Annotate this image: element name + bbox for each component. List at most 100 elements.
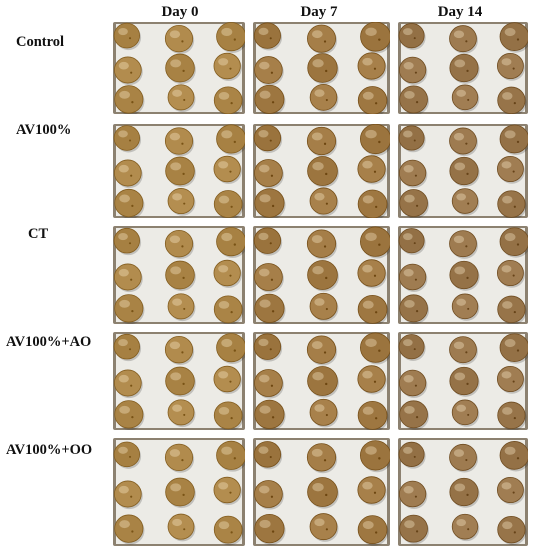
longan-fruit (254, 399, 286, 430)
longan-fruit (253, 227, 283, 256)
longan-fruit (113, 441, 142, 469)
photo-control-day-0 (113, 22, 245, 114)
longan-fruit (398, 441, 426, 469)
tray-photo (398, 124, 528, 218)
longan-fruit (216, 227, 245, 258)
longan-fruit (497, 515, 527, 546)
photo-ct-day-0 (113, 226, 245, 324)
longan-fruit (497, 190, 527, 218)
tray-photo (113, 438, 245, 546)
row-header-control: Control (16, 34, 65, 50)
longan-fruit (496, 476, 525, 505)
longan-fruit (499, 22, 528, 53)
longan-fruit (114, 514, 145, 545)
tray-photo (253, 124, 390, 218)
tray-photo (253, 332, 390, 430)
longan-fruit (357, 515, 389, 546)
longan-fruit (357, 294, 389, 324)
longan-fruit (114, 188, 145, 218)
longan-fruit (499, 333, 528, 364)
photo-av100-ao-day-14 (398, 332, 528, 430)
longan-fruit (399, 514, 430, 545)
longan-fruit (164, 229, 195, 260)
longan-fruit (360, 124, 390, 156)
longan-fruit (399, 85, 430, 114)
longan-fruit (309, 513, 339, 542)
longan-fruit (213, 190, 244, 218)
longan-fruit (307, 24, 338, 55)
longan-fruit (216, 22, 245, 53)
longan-fruit (357, 259, 387, 289)
longan-fruit (213, 515, 244, 546)
longan-fruit (306, 443, 338, 474)
longan-fruit (114, 400, 145, 430)
longan-fruit (360, 22, 390, 54)
longan-fruit (253, 333, 283, 362)
longan-fruit (165, 53, 196, 85)
longan-fruit (165, 366, 196, 398)
photo-av100-day-0 (113, 124, 245, 218)
photo-av100-day-14 (398, 124, 528, 218)
tray-photo (398, 332, 528, 430)
photo-av100-ao-day-0 (113, 332, 245, 430)
longan-fruit (167, 188, 196, 216)
photo-av100-oo-day-7 (253, 438, 390, 546)
longan-fruit (213, 86, 244, 114)
photo-control-day-7 (253, 22, 390, 114)
longan-fruit (306, 126, 338, 157)
longan-fruit (398, 125, 426, 153)
longan-fruit (113, 56, 143, 86)
photo-ct-day-7 (253, 226, 390, 324)
longan-fruit (113, 227, 142, 256)
longan-fruit (449, 156, 480, 187)
longan-fruit (399, 400, 430, 430)
longan-fruit (399, 189, 430, 218)
row-header-av100-oo: AV100%+OO (6, 442, 93, 458)
column-header-day-7: Day 7 (300, 4, 338, 20)
longan-fruit (253, 441, 283, 470)
longan-fruit (398, 159, 428, 188)
longan-fruit (451, 293, 480, 321)
longan-fruit (449, 477, 480, 508)
photo-ct-day-14 (398, 226, 528, 324)
longan-fruit (254, 159, 284, 189)
tray-photo (113, 226, 245, 324)
longan-fruit (213, 155, 242, 184)
longan-fruit (496, 52, 525, 81)
longan-fruit (254, 56, 284, 86)
longan-fruit (164, 127, 195, 157)
longan-fruit (499, 441, 528, 472)
longan-fruit (449, 25, 478, 54)
longan-fruit (253, 124, 283, 153)
longan-fruit (216, 440, 245, 472)
longan-fruit (113, 369, 143, 399)
longan-fruit (496, 155, 525, 184)
longan-fruit (360, 226, 390, 259)
longan-fruit (451, 188, 480, 216)
longan-fruit (307, 156, 339, 188)
longan-fruit (307, 53, 339, 85)
longan-fruit (307, 477, 339, 509)
longan-fruit (213, 295, 244, 324)
longan-fruit (306, 335, 338, 366)
longan-fruit (167, 399, 196, 428)
longan-fruit (164, 335, 195, 366)
longan-fruit (499, 124, 528, 156)
tray-photo (398, 226, 528, 324)
column-header-day-14: Day 14 (437, 4, 483, 20)
longan-fruit (113, 159, 143, 189)
longan-fruit (449, 336, 478, 365)
longan-fruit (398, 23, 426, 50)
longan-fruit (213, 401, 244, 430)
longan-fruit (213, 476, 242, 505)
tray-photo (253, 438, 390, 546)
longan-fruit (164, 24, 195, 55)
longan-fruit (497, 295, 527, 324)
tray-photo (113, 124, 245, 218)
longan-fruit (113, 480, 143, 510)
longan-fruit (398, 263, 428, 292)
longan-fruit (254, 293, 286, 324)
longan-fruit (167, 84, 196, 113)
longan-fruit (398, 480, 428, 509)
longan-fruit (357, 86, 389, 114)
